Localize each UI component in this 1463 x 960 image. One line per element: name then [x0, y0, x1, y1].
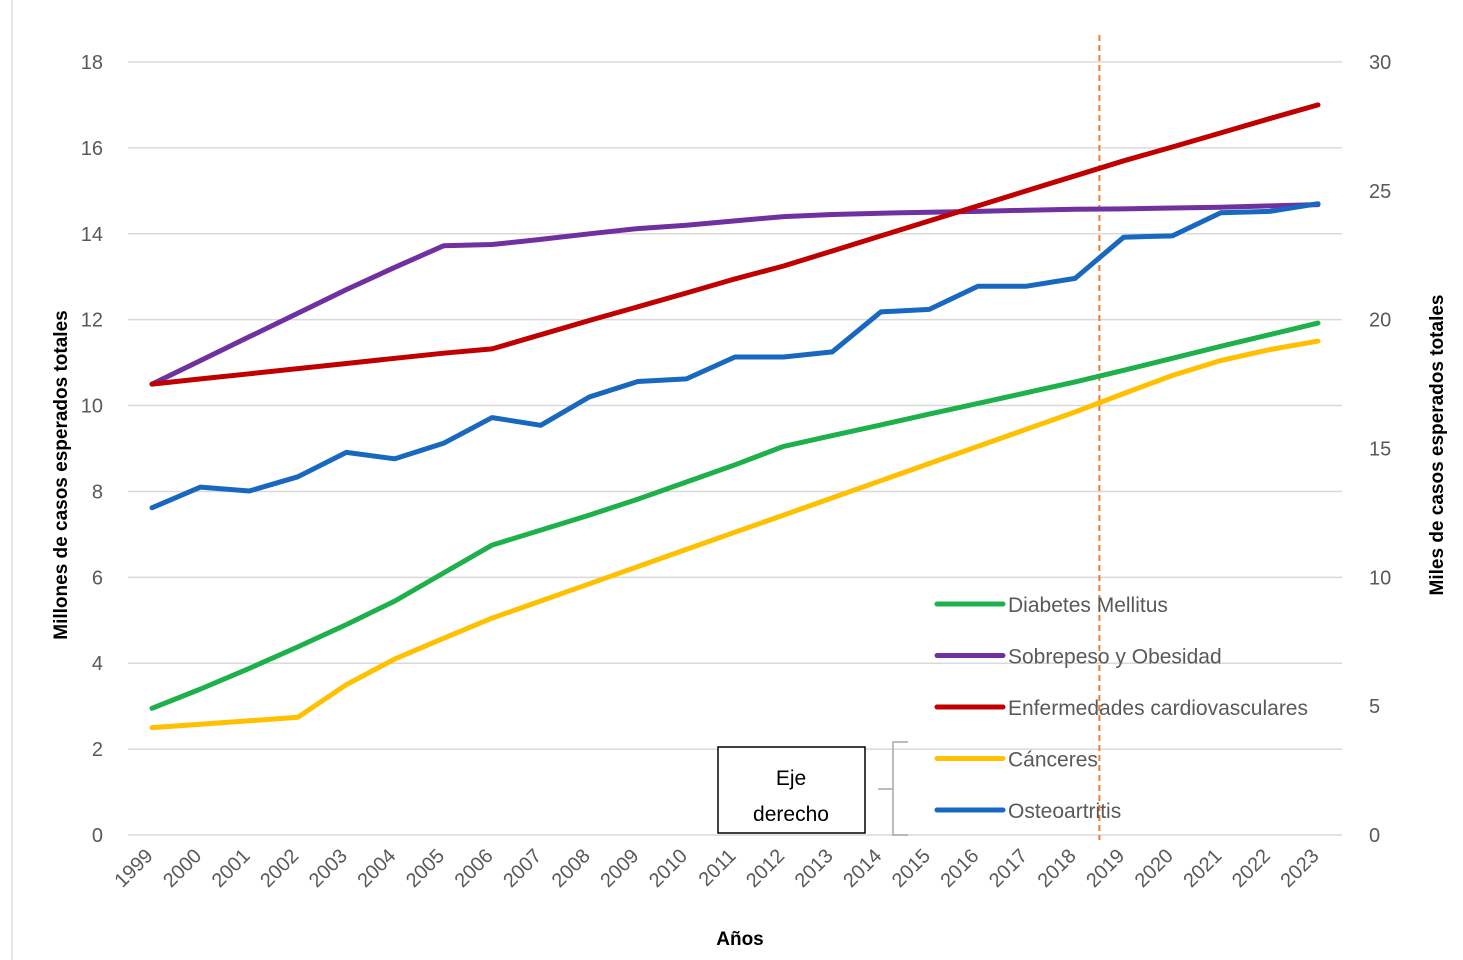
x-tick-label: 2009: [596, 845, 643, 892]
right-axis-note-line2: derecho: [753, 803, 829, 826]
x-tick-label: 2004: [353, 845, 400, 892]
series-line-osteoartritis: [149, 201, 1321, 511]
x-tick-label: 2003: [305, 845, 352, 892]
right-y-tick-label: 30: [1369, 52, 1391, 74]
right-y-tick-label: 10: [1369, 567, 1391, 589]
legend-label-diabetes-mellitus: Diabetes Mellitus: [1008, 594, 1168, 617]
right-y-tick-label: 15: [1369, 439, 1391, 461]
x-tick-label: 2021: [1179, 845, 1226, 892]
left-y-tick-label: 16: [81, 138, 103, 160]
x-axis-ticks: 1999 2000 2001 2002 2003 2004 2005 2006 2007 2008…: [111, 845, 1324, 892]
x-tick-label: 2019: [1082, 845, 1129, 892]
x-axis-title: Años: [716, 929, 764, 950]
right-y-axis-ticks: 0 5 10 15 20 25 30: [1369, 52, 1391, 847]
right-axis-note-box: [717, 746, 866, 834]
x-tick-label: 2012: [742, 845, 789, 892]
x-tick-label: 2008: [548, 845, 595, 892]
left-y-tick-label: 8: [92, 481, 103, 503]
series-line-enfermedades-cardiovasculares: [149, 102, 1321, 387]
left-y-tick-label: 10: [81, 396, 103, 418]
right-y-tick-label: 20: [1369, 310, 1391, 332]
x-tick-label: 2018: [1034, 845, 1081, 892]
x-tick-label: 2022: [1228, 845, 1275, 892]
right-axis-note-line1: Eje: [776, 767, 806, 790]
legend-label-canceres: Cánceres: [1008, 749, 1098, 772]
x-tick-label: 2016: [936, 845, 983, 892]
x-tick-label: 2020: [1131, 845, 1178, 892]
left-y-tick-label: 14: [81, 224, 103, 246]
x-tick-label: 2023: [1277, 845, 1324, 892]
x-tick-label: 2015: [888, 845, 935, 892]
series-line-canceres: [149, 338, 1321, 731]
left-y-tick-label: 4: [92, 653, 103, 675]
legend-label-osteoartritis: Osteoartritis: [1008, 800, 1121, 823]
right-y-tick-label: 0: [1369, 825, 1380, 847]
bracket-icon: [878, 741, 908, 836]
gridlines: [128, 61, 1342, 836]
right-axis-note: Eje derecho: [717, 741, 908, 836]
legend-label-enfermedades-cardiovasculares: Enfermedades cardiovasculares: [1008, 697, 1308, 720]
series-lines: [149, 102, 1321, 731]
x-tick-label: 2005: [402, 845, 449, 892]
left-y-axis-title: Millones de casos esperados totales: [51, 310, 72, 639]
left-y-tick-label: 18: [81, 52, 103, 74]
x-tick-label: 1999: [111, 845, 158, 892]
right-y-axis-title: Miles de casos esperados totales: [1427, 295, 1448, 596]
x-tick-label: 2010: [645, 845, 692, 892]
left-y-tick-label: 12: [81, 310, 103, 332]
x-tick-label: 2002: [256, 845, 303, 892]
x-tick-label: 2000: [159, 845, 206, 892]
series-line-sobrepeso-y-obesidad: [149, 202, 1321, 387]
x-tick-label: 2007: [499, 845, 546, 892]
legend-label-sobrepeso-y-obesidad: Sobrepeso y Obesidad: [1008, 646, 1222, 669]
x-tick-label: 2013: [791, 845, 838, 892]
left-y-tick-label: 2: [92, 739, 103, 761]
right-y-tick-label: 25: [1369, 181, 1391, 203]
left-y-tick-label: 6: [92, 567, 103, 589]
right-y-tick-label: 5: [1369, 696, 1380, 718]
legend: Diabetes Mellitus Sobrepeso y Obesidad Enf…: [934, 594, 1308, 823]
x-tick-label: 2014: [839, 845, 886, 892]
left-y-tick-label: 0: [92, 825, 103, 847]
series-line-diabetes-mellitus: [149, 320, 1321, 711]
x-tick-label: 2006: [451, 845, 498, 892]
x-tick-label: 2001: [208, 845, 255, 892]
x-tick-label: 2017: [985, 845, 1032, 892]
x-tick-label: 2011: [695, 845, 741, 891]
left-y-axis-ticks: 0 2 4 6 8 10 12 14 16 18: [81, 52, 103, 847]
